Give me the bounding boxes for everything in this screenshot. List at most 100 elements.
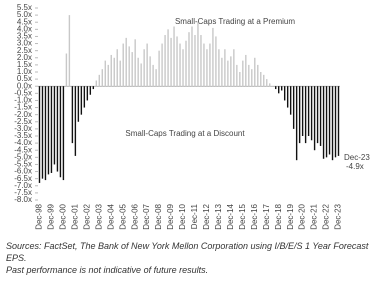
footnote: Past performance is not indicative of fu… — [6, 265, 209, 275]
bar — [173, 26, 175, 87]
bar — [125, 37, 127, 87]
bar — [155, 69, 157, 87]
bar — [119, 60, 121, 87]
x-tick-label: Dec-12 — [202, 203, 211, 229]
bar — [146, 43, 148, 87]
bar — [137, 57, 139, 87]
bar — [221, 57, 223, 87]
y-tick-label: -5.5x — [14, 160, 32, 169]
bar — [266, 79, 268, 87]
bar — [131, 52, 133, 87]
bar — [179, 43, 181, 87]
x-tick-label: Dec-11 — [190, 203, 199, 229]
bar — [56, 86, 59, 172]
bar — [209, 43, 211, 87]
y-tick-label: 2.5x — [17, 46, 32, 55]
bar — [203, 43, 205, 87]
x-tick-label: Dec-22 — [322, 203, 331, 229]
y-tick-label: 3.5x — [17, 32, 32, 41]
bar — [134, 39, 136, 87]
bar — [86, 86, 89, 101]
x-tick-label: Dec-23 — [334, 203, 343, 229]
y-tick-label: -6.5x — [14, 174, 32, 183]
x-tick-label: Dec-07 — [142, 203, 151, 229]
y-tick-label: 4.5x — [17, 17, 32, 26]
bar — [239, 72, 241, 87]
bar — [224, 49, 226, 87]
bar — [176, 36, 178, 87]
bar — [65, 53, 68, 87]
y-tick-label: 5.5x — [17, 3, 32, 12]
x-tick-label: Dec-19 — [286, 203, 295, 229]
bar — [50, 86, 53, 173]
bar — [128, 46, 130, 87]
bar — [263, 74, 265, 87]
bar — [242, 60, 244, 87]
bar — [316, 86, 319, 144]
y-tick-label: 5.0x — [17, 10, 32, 19]
bar — [164, 35, 166, 87]
bar — [98, 74, 100, 87]
bar — [301, 86, 304, 136]
bar — [218, 49, 220, 87]
y-tick-label: 0.0x — [17, 81, 32, 90]
bar — [286, 86, 289, 108]
bar — [92, 86, 95, 90]
bar — [80, 86, 83, 115]
bar — [113, 57, 115, 87]
bar — [116, 49, 118, 87]
bar — [334, 86, 337, 158]
bar — [161, 43, 163, 87]
bar — [251, 69, 253, 87]
bar — [194, 35, 196, 87]
bar — [328, 86, 331, 155]
bar — [280, 86, 283, 91]
y-tick-label: -3.0x — [14, 124, 32, 133]
bar — [275, 86, 277, 90]
bar — [307, 86, 310, 136]
x-tick-label: Dec-03 — [94, 203, 103, 229]
bar — [337, 86, 340, 156]
x-tick-label: Dec-00 — [59, 203, 68, 229]
x-tick-label: Dec-21 — [310, 203, 319, 229]
footnote: Sources: FactSet, The Bank of New York M… — [6, 241, 369, 263]
bar — [182, 49, 184, 87]
bar — [185, 40, 187, 87]
bar — [101, 69, 103, 87]
bar — [257, 64, 259, 87]
bar — [38, 86, 41, 183]
bar — [319, 86, 322, 146]
bar — [83, 86, 86, 108]
bar — [278, 86, 280, 94]
bar — [44, 86, 47, 181]
bar — [245, 54, 247, 87]
x-tick-label: Dec-05 — [118, 203, 127, 229]
bar — [289, 86, 292, 115]
x-tick-label: Dec-08 — [154, 203, 163, 229]
x-tick-label: Dec-06 — [130, 203, 139, 229]
y-tick-label: 0.5x — [17, 74, 32, 83]
bar — [191, 26, 193, 87]
y-tick-label: -0.5x — [14, 88, 32, 97]
footnotes: Sources: FactSet, The Bank of New York M… — [6, 240, 382, 276]
y-tick-label: -4.5x — [14, 145, 32, 154]
bar — [212, 27, 214, 87]
bar — [233, 49, 235, 87]
bar — [143, 49, 145, 87]
bar — [170, 37, 172, 87]
x-tick-label: Dec-02 — [82, 203, 91, 229]
y-tick-label: -6.0x — [14, 167, 32, 176]
x-tick-label: Dec-17 — [262, 203, 271, 229]
x-tick-label: Dec-16 — [250, 203, 259, 229]
y-tick-label: -5.0x — [14, 152, 32, 161]
bar — [331, 86, 334, 161]
y-tick-label: 3.0x — [17, 39, 32, 48]
bar — [313, 86, 316, 151]
bar — [325, 86, 328, 158]
bar — [140, 63, 142, 87]
bar — [122, 43, 124, 87]
bar — [283, 86, 286, 101]
x-tick-label: Dec-15 — [238, 203, 247, 229]
bar — [310, 86, 313, 141]
x-tick-label: Dec-99 — [47, 203, 56, 229]
